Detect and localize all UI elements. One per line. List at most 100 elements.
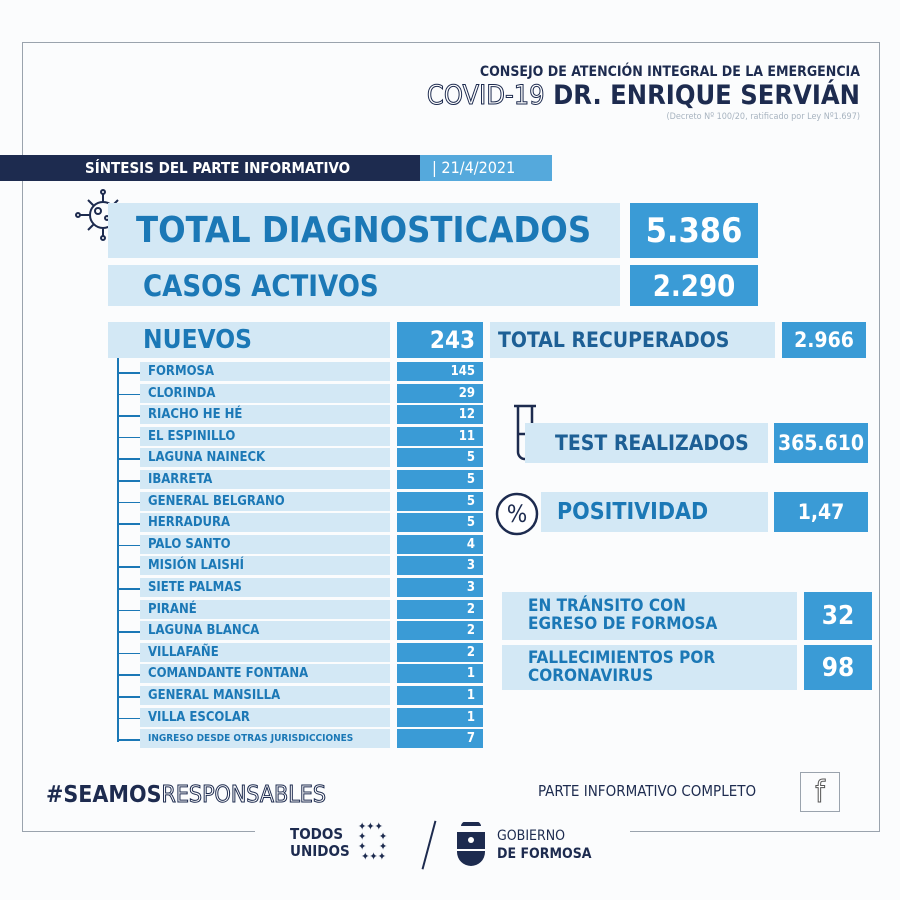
fallecimientos-line1: FALLECIMIENTOS POR	[528, 648, 716, 668]
recuperados-value: 2.966	[782, 322, 866, 358]
locality-value: 7	[397, 729, 483, 749]
locality-value: 29	[397, 383, 483, 403]
council-title: CONSEJO DE ATENCIÓN INTEGRAL DE LA EMERG…	[479, 64, 860, 80]
hashtag-bold: #SEAMOS	[46, 782, 162, 808]
total-diagnosticados-label: TOTAL DIAGNOSTICADOS	[108, 203, 620, 258]
recuperados-label: TOTAL RECUPERADOS	[490, 322, 775, 358]
tree-tick	[118, 480, 140, 482]
positividad-value: 1,47	[774, 492, 868, 532]
tree-tick	[118, 544, 140, 547]
tree-tick	[118, 631, 140, 633]
tree-tick	[118, 674, 140, 676]
locality-name: IBARRETA	[140, 470, 390, 489]
casos-activos-value: 2.290	[630, 265, 758, 306]
tests-label: TEST REALIZADOS	[525, 423, 768, 463]
frame	[22, 42, 880, 832]
svg-text:%: %	[507, 500, 528, 528]
locality-value: 3	[397, 556, 483, 576]
locality-value: 145	[397, 362, 483, 381]
locality-name: HERRADURA	[140, 513, 390, 533]
tests-value: 365.610	[774, 423, 868, 463]
doctor-name: DR. ENRIQUE SERVIÁN	[553, 80, 860, 111]
formosa-text: DE FORMOSA	[497, 846, 592, 862]
locality-name: INGRESO DESDE OTRAS JURISDICCIONES	[140, 729, 390, 749]
casos-activos-label: CASOS ACTIVOS	[108, 265, 620, 306]
locality-name: EL ESPINILLO	[140, 426, 390, 446]
tree-tick	[118, 652, 140, 655]
positividad-label: POSITIVIDAD	[541, 492, 768, 532]
locality-value: 5	[397, 448, 483, 468]
percent-icon: %	[495, 492, 539, 536]
parte-completo-link[interactable]: PARTE INFORMATIVO COMPLETO	[538, 782, 757, 800]
locality-name: VILLAFAÑE	[140, 642, 390, 662]
locality-value: 12	[397, 405, 483, 425]
locality-name: MISIÓN LAISHÍ	[140, 556, 390, 576]
locality-name: LAGUNA NAINECK	[140, 448, 390, 468]
unidos-text: UNIDOS	[290, 842, 350, 860]
fallecimientos-label: FALLECIMIENTOS POR CORONAVIRUS	[502, 645, 797, 690]
tree-tick	[118, 566, 140, 568]
todos-unidos-logo: TODOS UNIDOS	[290, 826, 350, 860]
hashtag: #SEAMOSRESPONSABLES	[46, 782, 326, 809]
locality-name: PALO SANTO	[140, 534, 390, 554]
locality-name: GENERAL MANSILLA	[140, 686, 390, 705]
locality-value: 1	[397, 686, 483, 705]
locality-value: 2	[397, 599, 483, 619]
bottom-line-right	[630, 831, 880, 832]
tree-tick	[118, 501, 140, 504]
nuevos-value: 243	[397, 322, 483, 358]
locality-name: COMANDANTE FONTANA	[140, 664, 390, 684]
locality-value: 2	[397, 642, 483, 662]
locality-name: CLORINDA	[140, 383, 390, 403]
locality-name: LAGUNA BLANCA	[140, 621, 390, 641]
tree-line	[117, 358, 119, 742]
gobierno-logo: GOBIERNO DE FORMOSA	[497, 827, 592, 863]
tree-tick	[118, 523, 140, 525]
locality-value: 5	[397, 491, 483, 511]
transito-value: 32	[804, 592, 872, 640]
tree-tick	[118, 739, 140, 741]
tree-tick	[118, 415, 140, 417]
locality-value: 5	[397, 513, 483, 533]
locality-value: 1	[397, 707, 483, 727]
covid-label: COVID-19	[426, 80, 545, 112]
gobierno-text: GOBIERNO	[497, 828, 566, 844]
fallecimientos-value: 98	[804, 645, 872, 690]
banner-title: SÍNTESIS DEL PARTE INFORMATIVO	[0, 155, 420, 181]
tree-tick	[118, 588, 140, 590]
transito-line1: EN TRÁNSITO CON	[528, 596, 686, 616]
fallecimientos-line2: CORONAVIRUS	[528, 666, 654, 686]
tree-tick	[118, 436, 140, 439]
locality-value: 2	[397, 621, 483, 641]
tree-tick	[118, 372, 140, 374]
tree-tick	[118, 696, 140, 698]
tree-tick	[118, 393, 140, 396]
locality-value: 1	[397, 664, 483, 684]
locality-value: 3	[397, 578, 483, 597]
todos-text: TODOS	[290, 825, 344, 843]
decree: (Decreto Nº 100/20, ratificado por Ley N…	[666, 112, 860, 122]
locality-name: SIETE PALMAS	[140, 578, 390, 597]
facebook-icon[interactable]: f	[800, 772, 840, 812]
bottom-line-left	[22, 831, 255, 832]
locality-value: 5	[397, 470, 483, 489]
locality-value: 11	[397, 426, 483, 446]
coat-of-arms-icon	[457, 822, 485, 866]
total-diagnosticados-value: 5.386	[630, 203, 758, 258]
locality-value: 4	[397, 534, 483, 554]
tree-tick	[118, 609, 140, 612]
nuevos-label: NUEVOS	[108, 322, 390, 358]
tree-tick	[118, 717, 140, 720]
tree-tick	[118, 458, 140, 460]
locality-name: PIRANÉ	[140, 599, 390, 619]
banner-date: | 21/4/2021	[420, 155, 552, 181]
hashtag-outline: RESPONSABLES	[161, 782, 326, 809]
locality-name: RIACHO HE HÉ	[140, 405, 390, 425]
locality-name: GENERAL BELGRANO	[140, 491, 390, 511]
transito-line2: EGRESO DE FORMOSA	[528, 614, 718, 634]
locality-name: VILLA ESCOLAR	[140, 707, 390, 727]
locality-name: FORMOSA	[140, 362, 390, 381]
stars-icon: ✦✦✦ ✦ ✦ ✦ ✦ ✦✦✦	[358, 820, 388, 863]
header: CONSEJO DE ATENCIÓN INTEGRAL DE LA EMERG…	[426, 64, 860, 122]
transito-label: EN TRÁNSITO CON EGRESO DE FORMOSA	[502, 592, 797, 640]
